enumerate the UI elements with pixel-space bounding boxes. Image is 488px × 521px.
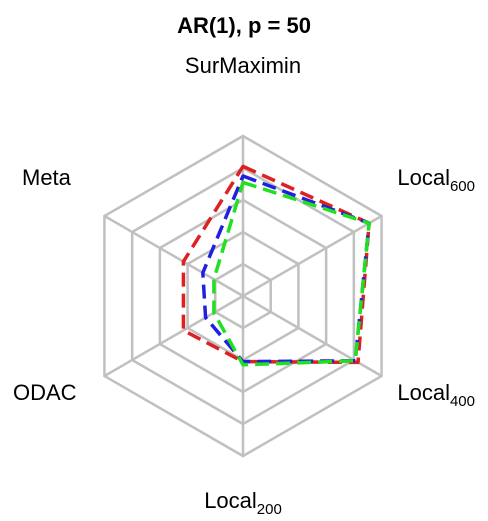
axis-label-local400: Local400 <box>397 380 475 410</box>
grid-spoke-6 <box>103 214 244 298</box>
axis-labels: SurMaximin Local600 Local400 Local200 ODAC Me… <box>13 53 475 518</box>
radar-grid <box>103 134 383 458</box>
chart-title: AR(1), p = 50 <box>177 13 311 38</box>
axis-label-local200: Local200 <box>204 488 282 518</box>
grid-spoke-2 <box>242 214 383 298</box>
series-3-line <box>212 180 371 367</box>
axis-label-meta: Meta <box>22 165 72 190</box>
series-1-line <box>181 164 371 365</box>
axis-label-odac: ODAC <box>13 380 77 405</box>
radar-series <box>181 164 371 367</box>
axis-label-surmaximin: SurMaximin <box>185 53 301 78</box>
grid-spoke-5 <box>103 294 244 378</box>
axis-label-local600: Local600 <box>397 165 475 195</box>
